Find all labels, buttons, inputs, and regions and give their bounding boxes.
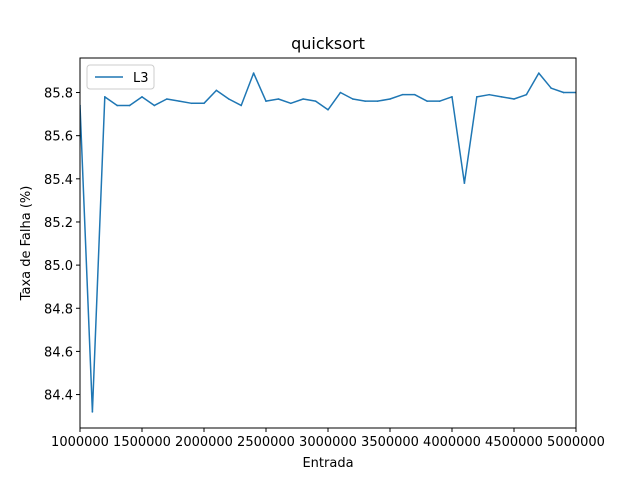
data-point — [538, 72, 540, 74]
chart-title: quicksort — [291, 34, 365, 53]
x-tick-label: 5000000 — [547, 435, 605, 450]
legend-label-l3: L3 — [133, 71, 149, 86]
data-point — [376, 100, 379, 102]
data-point — [190, 102, 193, 105]
data-point — [339, 91, 342, 94]
x-axis-label: Entrada — [302, 456, 353, 471]
data-point — [414, 93, 416, 96]
data-point — [153, 104, 156, 107]
data-point — [141, 96, 143, 98]
y-tick-label: 85.8 — [44, 87, 73, 102]
data-point — [389, 98, 391, 100]
data-point — [203, 102, 205, 105]
data-point — [426, 100, 429, 102]
x-tick-label: 3500000 — [361, 435, 419, 450]
x-tick-label: 3000000 — [299, 435, 357, 450]
y-tick-label: 85.2 — [44, 216, 73, 231]
y-tick-label: 85.6 — [44, 130, 73, 145]
y-axis-label: Taxa de Falha (%) — [19, 186, 34, 302]
data-point — [178, 100, 180, 102]
data-point — [500, 96, 503, 98]
data-point — [290, 102, 292, 105]
plot-area-frame — [79, 57, 577, 429]
y-tick-label: 84.6 — [44, 345, 73, 360]
x-tick-label: 4000000 — [423, 435, 481, 450]
data-point — [277, 98, 280, 100]
data-point — [550, 87, 552, 90]
data-point — [463, 182, 466, 184]
data-point — [265, 100, 267, 102]
data-point — [513, 98, 515, 100]
data-point — [104, 96, 106, 98]
x-tick-label: 4500000 — [485, 435, 543, 450]
y-tick-label: 85.0 — [44, 259, 73, 274]
data-point — [476, 96, 478, 98]
data-point — [488, 93, 491, 96]
x-tick-label: 1500000 — [113, 435, 171, 450]
x-tick-label: 2000000 — [175, 435, 233, 450]
data-point — [128, 104, 131, 107]
data-point — [252, 72, 255, 74]
data-point — [116, 104, 118, 107]
data-point — [525, 93, 528, 96]
y-tick-label: 84.4 — [44, 389, 73, 404]
data-point — [314, 100, 317, 102]
data-point — [91, 411, 94, 413]
data-point — [302, 98, 305, 100]
x-tick-label: 1000000 — [51, 435, 109, 450]
data-point — [451, 96, 453, 98]
data-point — [352, 98, 354, 100]
x-tick-label: 2500000 — [237, 435, 295, 450]
data-point — [438, 100, 441, 102]
data-point — [166, 98, 168, 100]
data-point — [364, 100, 367, 102]
data-point — [562, 91, 565, 94]
data-point — [401, 93, 404, 96]
data-point — [228, 98, 230, 100]
data-point — [327, 108, 329, 111]
legend: L3 — [86, 64, 155, 90]
data-point — [240, 104, 242, 107]
y-tick-label: 85.4 — [44, 173, 73, 188]
data-point — [215, 89, 218, 92]
y-tick-label: 84.8 — [44, 302, 73, 317]
